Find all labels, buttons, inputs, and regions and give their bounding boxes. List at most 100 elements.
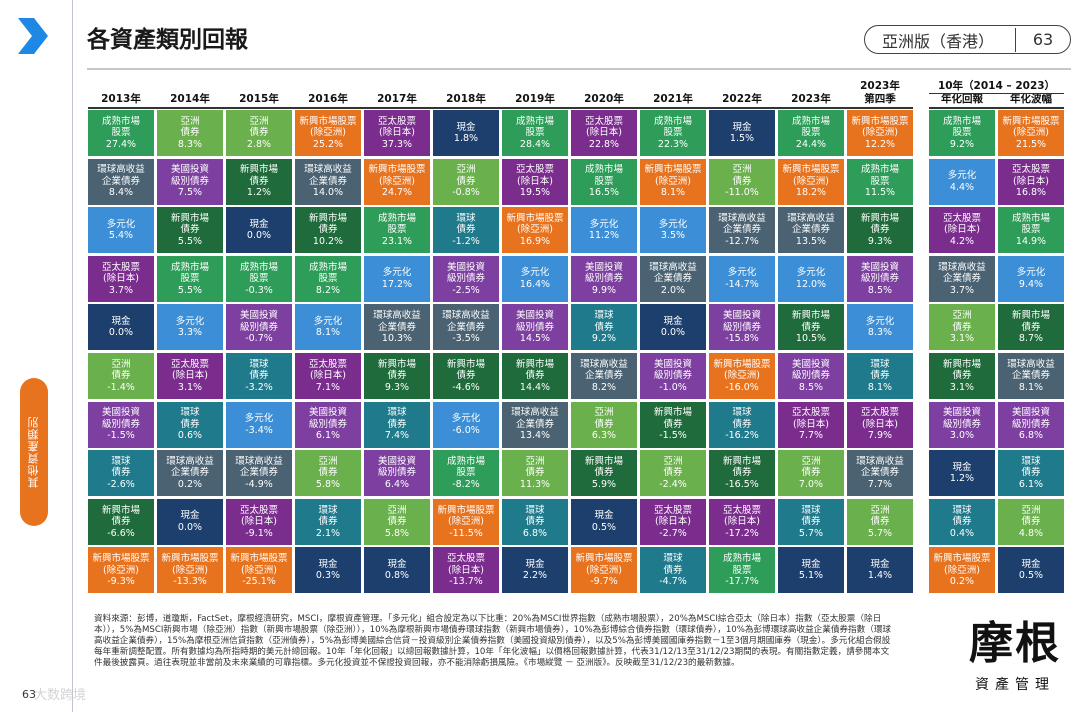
asset-name: 多元化 <box>520 267 550 279</box>
asset-return-value: 18.2% <box>795 187 827 199</box>
page-title: 各資產類別回報 <box>87 27 248 53</box>
asset-return-value: 4.4% <box>949 181 975 193</box>
asset-cell: 環球 債券 5.7% <box>778 498 844 545</box>
asset-cell: 環球高收益 企業債券 8.4% <box>88 158 154 205</box>
asset-return-value: 8.4% <box>108 187 134 199</box>
asset-name: (除日本) <box>241 516 277 528</box>
asset-name: 成熟市場 <box>942 115 981 127</box>
chevron-right-icon <box>18 18 48 54</box>
asset-cell: 美國投資 級別債券 -15.8% <box>709 304 775 351</box>
asset-name: 企業債券 <box>791 224 830 236</box>
asset-name: 企業債券 <box>942 273 981 285</box>
column-header: 2023年 第四季 <box>847 80 913 106</box>
asset-name: 新興市場 <box>239 164 278 176</box>
asset-return-value: 1.5% <box>729 133 755 144</box>
asset-return-value: 8.5% <box>798 381 824 393</box>
asset-cell: 新興市場股票 (除亞洲) 25.2% <box>295 110 361 156</box>
asset-return-value: 14.4% <box>519 381 551 393</box>
asset-name: 企業債券 <box>653 273 692 285</box>
asset-name: 成熟市場 <box>1011 212 1050 224</box>
asset-return-value: -16.2% <box>725 430 759 442</box>
asset-return-value: -14.7% <box>725 278 759 290</box>
asset-cell: 亞太股票 (除日本) -2.7% <box>640 498 706 545</box>
asset-cell: 新興市場 債券 1.2% <box>226 158 292 205</box>
asset-name: 成熟市場 <box>584 164 623 176</box>
asset-name: 債券 <box>387 370 407 382</box>
asset-name: (除亞洲) <box>655 175 691 187</box>
asset-return-value: 12.2% <box>864 138 896 150</box>
column-header: 2016年 <box>295 93 361 106</box>
asset-name: 環球 <box>801 504 821 516</box>
asset-name: 債券 <box>387 418 407 430</box>
asset-return-value: 6.4% <box>384 478 410 490</box>
asset-return-value: -2.4% <box>659 478 687 490</box>
asset-cell: 多元化 4.4% <box>929 158 995 205</box>
asset-return-value: 7.1% <box>315 381 341 393</box>
asset-cell: 多元化 3.5% <box>640 207 706 254</box>
asset-return-value: -11.0% <box>725 187 759 199</box>
header-underline <box>88 107 913 109</box>
asset-name: (除亞洲) <box>944 564 980 576</box>
asset-name: 債券 <box>663 418 683 430</box>
asset-return-value: 8.2% <box>591 381 617 393</box>
asset-name: 環球 <box>180 407 200 419</box>
asset-return-value: 11.3% <box>519 478 551 490</box>
asset-name: (除亞洲) <box>724 370 760 382</box>
asset-name: 多元化 <box>947 170 977 182</box>
column-header: 2021年 <box>640 93 706 106</box>
column-header-line2: 2016年 <box>308 93 348 105</box>
asset-name: 環球高收益 <box>166 455 214 467</box>
asset-return-value: 10.2% <box>312 235 344 247</box>
asset-name: 債券 <box>952 370 972 382</box>
asset-name: (除日本) <box>517 175 553 187</box>
column-header-line2: 2013年 <box>101 93 141 105</box>
asset-name: 級別債券 <box>308 418 347 430</box>
page-number: 63 <box>1032 30 1054 49</box>
asset-name: 美國投資 <box>377 455 416 467</box>
asset-return-value: 16.4% <box>519 278 551 290</box>
asset-name: 亞太股票 <box>791 407 830 419</box>
asset-return-value: -3.4% <box>245 424 273 436</box>
asset-name: 環球高收益 <box>511 407 559 419</box>
asset-name: 環球 <box>249 358 269 370</box>
asset-return-value: -0.7% <box>245 333 273 345</box>
asset-cell: 環球 債券 2.1% <box>295 498 361 545</box>
side-section-tab[interactable]: 其他資產類別 <box>20 378 48 526</box>
asset-name: 現金 <box>456 121 476 133</box>
asset-name: 美國投資 <box>584 261 623 273</box>
asset-return-value: -15.8% <box>725 333 759 345</box>
asset-return-value: 0.0% <box>246 230 272 242</box>
asset-name: 股票 <box>952 127 972 139</box>
asset-return-value: 14.0% <box>312 187 344 199</box>
asset-name: 多元化 <box>1016 267 1046 279</box>
asset-return-value: 2.0% <box>660 284 686 296</box>
asset-name: 亞洲 <box>801 455 821 467</box>
asset-cell: 環球高收益 企業債券 8.2% <box>571 353 637 399</box>
asset-return-value: -1.2% <box>452 235 480 247</box>
asset-cell: 環球高收益 企業債券 -12.7% <box>709 207 775 254</box>
asset-return-value: -17.2% <box>725 527 759 539</box>
asset-name: (除亞洲) <box>1013 127 1049 139</box>
asset-name: 級別債券 <box>942 418 981 430</box>
asset-name: 亞太股票 <box>584 115 623 127</box>
asset-name: 環球 <box>318 504 338 516</box>
asset-name: 債券 <box>456 370 476 382</box>
asset-name: 多元化 <box>106 218 136 230</box>
asset-name: 多元化 <box>658 218 688 230</box>
asset-cell: 成熟市場 股票 -17.7% <box>709 547 775 594</box>
asset-name: 美國投資 <box>239 310 278 322</box>
asset-name: 企業債券 <box>515 418 554 430</box>
asset-return-value: 16.9% <box>519 235 551 247</box>
asset-return-value: -13.3% <box>173 576 207 588</box>
asset-cell: 成熟市場 股票 27.4% <box>88 110 154 156</box>
asset-return-value: 3.3% <box>177 327 203 339</box>
asset-return-value: 0.3% <box>315 570 341 582</box>
asset-name: 股票 <box>525 127 545 139</box>
asset-name: 現金 <box>870 558 890 570</box>
column-header: 2023年 <box>778 93 844 106</box>
asset-return-value: 7.5% <box>177 187 203 199</box>
asset-cell: 多元化 -14.7% <box>709 255 775 302</box>
asset-return-value: -1.0% <box>659 381 687 393</box>
asset-name: 現金 <box>732 121 752 133</box>
